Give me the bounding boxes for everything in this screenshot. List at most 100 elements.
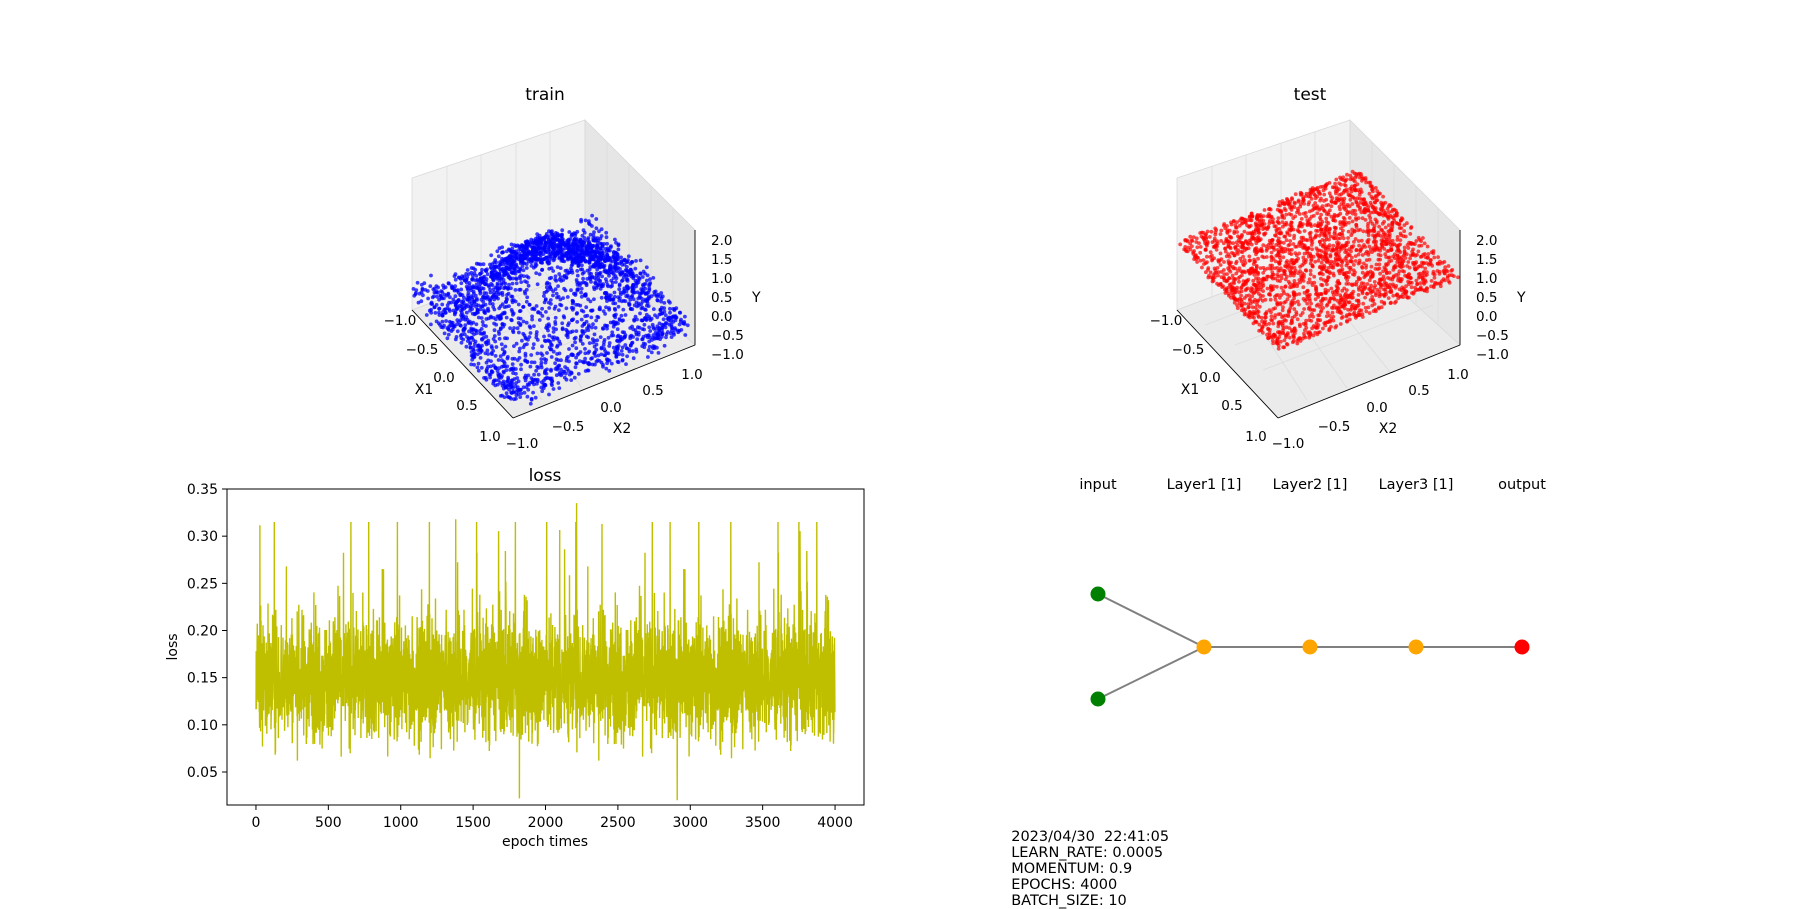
test-point (1195, 245, 1200, 250)
train-point (604, 305, 608, 310)
test-point (1311, 203, 1316, 208)
test-point (1284, 318, 1288, 323)
train-point (537, 318, 542, 322)
train-point (604, 279, 609, 284)
train-point (443, 310, 448, 315)
test-point (1315, 206, 1320, 211)
test-point (1257, 322, 1262, 327)
train-point (518, 267, 523, 272)
train-point (605, 323, 610, 328)
train-point (585, 277, 590, 281)
train-point (473, 293, 478, 298)
test-point (1391, 293, 1396, 298)
train-point (549, 369, 553, 373)
test-point (1240, 243, 1245, 248)
test-point (1239, 259, 1244, 264)
test-point (1391, 282, 1395, 287)
test-point (1342, 217, 1347, 221)
test-point (1333, 229, 1337, 234)
train-point (646, 304, 651, 308)
train-point (544, 282, 549, 286)
test-point (1355, 202, 1360, 207)
test-point (1442, 271, 1447, 276)
test-point (1216, 273, 1220, 278)
test-point (1261, 243, 1266, 248)
train-point (416, 300, 421, 305)
test-point (1230, 273, 1235, 278)
train-point (609, 244, 613, 249)
train-point (624, 289, 629, 294)
train-point (529, 396, 534, 401)
test-point (1329, 259, 1334, 264)
test-point (1366, 205, 1371, 210)
train-point (500, 322, 505, 326)
train-point (651, 276, 656, 280)
train-point (566, 323, 570, 328)
test-point (1430, 263, 1435, 268)
test-point (1384, 271, 1389, 276)
test-point (1223, 249, 1228, 254)
train-point (642, 327, 646, 332)
test-point (1271, 321, 1276, 326)
train-point (594, 260, 598, 265)
test-point (1351, 244, 1356, 248)
test-point (1334, 177, 1339, 182)
test-point (1387, 223, 1391, 228)
train-point (605, 283, 610, 287)
train-point (486, 316, 491, 321)
train-point (575, 320, 580, 324)
train-point (469, 353, 474, 358)
test-point (1227, 268, 1231, 272)
train-point (493, 258, 498, 262)
train-point (558, 297, 563, 302)
train-point (626, 286, 630, 291)
train-point (572, 231, 577, 236)
test-point (1266, 274, 1271, 279)
test-point (1366, 253, 1371, 257)
test-point (1378, 271, 1382, 276)
test-point (1322, 233, 1326, 238)
train-point (601, 284, 605, 289)
test-point (1219, 239, 1223, 243)
test-point (1363, 218, 1368, 222)
train-point (560, 321, 565, 326)
train-y-tick: 1.5 (711, 252, 732, 268)
test-point (1250, 231, 1255, 236)
train-point (524, 266, 529, 270)
train-point (551, 337, 556, 342)
test-point (1223, 246, 1228, 251)
test-point (1363, 178, 1368, 182)
train-point (665, 317, 670, 321)
train-point (544, 285, 549, 290)
train-point (594, 318, 599, 323)
test-point (1274, 339, 1279, 344)
test-point (1214, 242, 1218, 247)
train-point (573, 259, 577, 264)
train-point (553, 361, 557, 366)
train-point (509, 390, 513, 395)
train-point (464, 278, 469, 282)
train-point (581, 280, 586, 285)
train-point (489, 253, 494, 258)
train-point (620, 299, 624, 304)
test-point (1333, 325, 1338, 330)
test-point (1324, 216, 1329, 221)
test-point (1264, 255, 1269, 259)
test-point (1264, 248, 1269, 253)
train-point (482, 310, 487, 314)
train-point (502, 370, 506, 375)
train-point (603, 349, 608, 354)
train-point (655, 298, 660, 303)
train-point (536, 366, 541, 370)
test-title: test (1294, 85, 1327, 105)
train-point (559, 234, 563, 239)
train-point (634, 349, 639, 354)
test-point (1333, 219, 1338, 223)
train-point (592, 332, 597, 337)
train-point (474, 261, 479, 266)
train-point (449, 300, 453, 305)
test-point (1276, 321, 1281, 326)
test-point (1302, 307, 1306, 311)
train-point (504, 315, 509, 320)
test-point (1304, 191, 1309, 196)
